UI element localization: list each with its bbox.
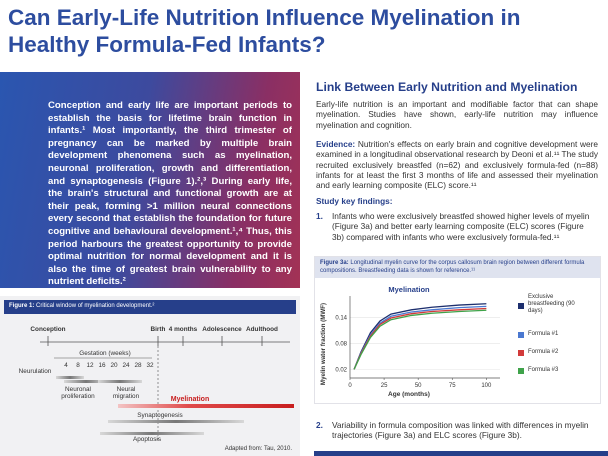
caption-label: Figure 3a: [320,260,349,266]
chart-title: Myelination [388,285,430,294]
phase-bar [118,404,294,408]
y-tick-label: 0.08 [335,341,347,347]
milestone: Conception [30,326,66,333]
x-tick-label: 100 [481,383,492,389]
x-tick-label: 25 [381,383,388,389]
legend-label: Formula #1 [528,331,559,337]
intro-text: Conception and early life are important … [48,100,292,288]
gestation-week: 16 [98,362,106,369]
evidence-label: Evidence: [316,139,356,149]
milestone-ticks [47,336,263,346]
title: Can Early-Life Nutrition Influence Myeli… [8,5,521,57]
phase-bar [100,432,204,435]
phase-bar [98,380,142,383]
section-heading: Link Between Early Nutrition and Myelina… [316,80,578,94]
figure-caption: Figure 1: Critical window of myelination… [4,300,296,314]
phase-bar [56,376,84,379]
series-line [353,303,487,370]
caption-text: Longitudinal myelin curve for the corpus… [320,260,585,274]
timeline [40,336,294,441]
gestation-label: Gestation (weeks) [70,350,140,358]
caption-text: Critical window of myelination developme… [36,303,155,309]
milestone: Adolescence [202,326,242,333]
milestone: 4 months [168,326,198,333]
series-line [353,309,487,370]
milestone: Adulthood [246,326,278,333]
gestation-week: 24 [122,362,130,369]
gestation-week: 20 [110,362,118,369]
gestation-week: 28 [134,362,142,369]
chart: Myelination Age (months) Myelin water fr… [320,285,500,398]
y-tick-label: 0.02 [335,367,347,373]
phase-label: Neural migration [112,386,140,401]
gestation-week: 8 [76,362,80,369]
x-tick-label: 75 [449,383,456,389]
phase-label: Apoptosis [132,436,162,443]
caption-label: Figure 1: [9,303,35,309]
finding-text: Infants who were exclusively breastfed s… [332,211,590,242]
gestation-week: 4 [64,362,68,369]
legend-swatch [518,303,524,309]
phase-bar [64,380,108,383]
gestation-week: 12 [86,362,94,369]
evidence-text: Nutrition's effects on early brain and c… [316,139,598,191]
figure-3: Figure 3a: Longitudinal myelin curve for… [314,256,601,404]
legend-swatch [518,332,524,338]
series-line [353,305,487,370]
finding-number: 1. [316,211,323,221]
phase-bar [108,420,244,423]
y-tick-label: 0.14 [335,316,347,322]
figure-caption: Figure 3a: Longitudinal myelin curve for… [315,257,600,278]
legend-swatch [518,368,524,374]
legend-label: Formula #3 [528,367,559,373]
gestation-week: 32 [146,362,154,369]
finding-text: Variability in formula composition was l… [332,420,589,441]
phase-label: Neuronal proliferation [61,386,95,401]
milestone: Birth [150,326,166,333]
source: Adapted from: Tau, 2010. [224,446,292,452]
intro-box [0,72,300,288]
paragraph: Early-life nutrition is an important and… [316,99,598,130]
figure-1: Figure 1: Critical window of myelination… [0,296,300,456]
phase-label: Synaptogenesis [137,412,183,419]
x-tick-label: 0 [348,383,352,389]
y-axis-label: Myelin water fraction (MWF) [320,303,327,385]
x-axis-label: Age (months) [388,391,430,398]
legend-swatch [518,350,524,356]
phase-label: Neurulation [18,368,52,375]
evidence: Evidence: Nutrition's effects on early b… [316,139,598,190]
footer-bar [314,451,608,456]
findings-heading: Study key findings: [316,196,393,206]
x-tick-label: 50 [415,383,422,389]
legend-label: Formula #2 [528,349,559,355]
legend-label: Exclusive breastfeeding (90 days) [528,294,575,314]
phase-label: Myelination [170,396,210,403]
finding-number: 2. [316,420,323,430]
